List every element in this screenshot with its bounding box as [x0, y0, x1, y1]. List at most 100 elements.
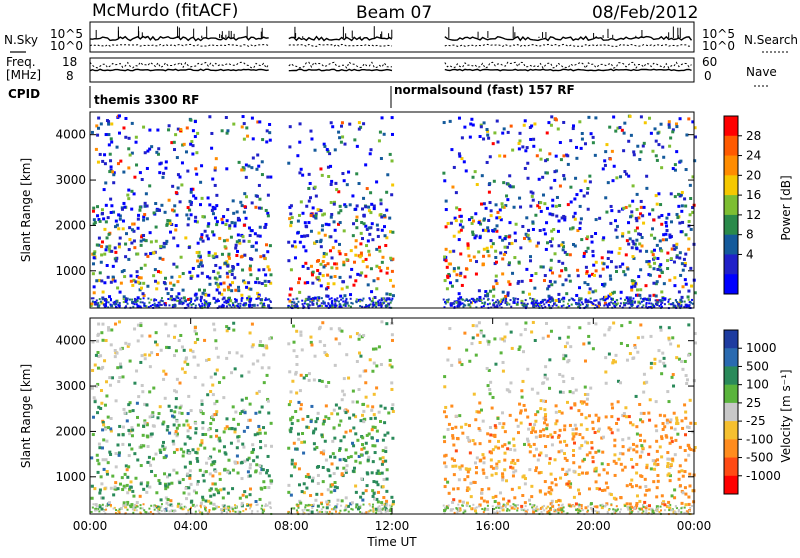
velocity-pixel	[168, 510, 170, 512]
velocity-pixel	[179, 406, 182, 409]
velocity-pixel	[232, 405, 235, 408]
velocity-pixel	[462, 501, 465, 504]
velocity-pixel	[585, 472, 588, 475]
velocity-pixel	[624, 406, 627, 409]
power-pixel	[99, 298, 101, 300]
velocity-pixel	[383, 503, 385, 505]
power-pixel	[144, 202, 147, 205]
power-pixel	[258, 120, 261, 123]
power-pixel	[290, 288, 293, 291]
velocity-pixel	[573, 403, 576, 406]
velocity-pixel	[533, 504, 535, 506]
power-pixel	[461, 136, 464, 139]
velocity-pixel	[464, 510, 466, 512]
velocity-pixel	[165, 346, 168, 349]
power-pixel	[215, 204, 218, 207]
power-pixel	[378, 302, 380, 304]
velocity-pixel	[578, 326, 581, 329]
power-pixel	[450, 222, 453, 225]
power-pixel	[102, 217, 105, 220]
power-pixel	[464, 300, 466, 302]
power-pixel	[619, 247, 622, 250]
power-pixel	[192, 267, 195, 270]
velocity-pixel	[669, 442, 672, 445]
velocity-pixel	[583, 400, 586, 403]
velocity-pixel	[187, 395, 190, 398]
power-pixel	[109, 198, 112, 201]
power-pixel	[459, 272, 462, 275]
velocity-pixel	[355, 491, 358, 494]
velocity-pixel	[468, 468, 471, 471]
velocity-pixel	[183, 508, 185, 510]
velocity-pixel	[480, 497, 483, 500]
power-pixel	[551, 271, 554, 274]
velocity-pixel	[175, 349, 178, 352]
power-pixel	[190, 277, 193, 280]
power-pixel	[632, 297, 634, 299]
power-pixel	[100, 279, 103, 282]
velocity-pixel	[185, 487, 188, 490]
power-pixel	[377, 277, 380, 280]
power-pixel	[218, 237, 221, 240]
velocity-pixel	[390, 508, 392, 510]
power-pixel	[664, 233, 667, 236]
power-pixel	[654, 127, 657, 130]
power-pixel	[92, 272, 95, 275]
power-pixel	[172, 284, 175, 287]
power-pixel	[245, 217, 248, 220]
velocity-pixel	[621, 469, 624, 472]
velocity-pixel	[160, 506, 162, 508]
velocity-pixel	[105, 505, 107, 507]
power-pixel	[642, 145, 645, 148]
velocity-pixel	[598, 473, 601, 476]
power-pixel	[349, 203, 352, 206]
power-pixel	[228, 270, 231, 273]
power-pixel	[110, 165, 113, 168]
power-pixel	[584, 142, 587, 145]
velocity-pixel	[330, 327, 333, 330]
power-pixel	[537, 242, 540, 245]
power-pixel	[137, 218, 140, 221]
power-pixel	[196, 274, 199, 277]
velocity-pixel	[132, 495, 135, 498]
velocity-pixel	[157, 479, 160, 482]
velocity-pixel	[316, 417, 319, 420]
power-pixel	[591, 250, 594, 253]
velocity-pixel	[506, 510, 508, 512]
velocity-pixel	[577, 409, 580, 412]
velocity-pixel	[293, 507, 295, 509]
velocity-pixel	[468, 488, 471, 491]
power-pixel	[133, 246, 136, 249]
velocity-pixel	[325, 404, 328, 407]
power-pixel	[143, 305, 145, 307]
power-pixel	[586, 187, 589, 190]
velocity-pixel	[212, 393, 215, 396]
velocity-pixel	[196, 457, 199, 460]
power-pixel	[507, 280, 510, 283]
power-pixel	[610, 298, 612, 300]
power-pixel	[139, 171, 142, 174]
velocity-pixel	[305, 487, 308, 490]
velocity-pixel	[214, 372, 217, 375]
power-pixel	[101, 240, 104, 243]
velocity-pixel	[367, 456, 370, 459]
power-pixel	[465, 267, 468, 270]
velocity-pixel	[341, 499, 344, 502]
power-pixel	[495, 301, 497, 303]
power-pixel	[348, 305, 350, 307]
velocity-pixel	[520, 333, 523, 336]
power-pixel	[161, 176, 164, 179]
velocity-pixel	[183, 491, 186, 494]
power-pixel	[549, 280, 552, 283]
velocity-pixel	[122, 433, 125, 436]
velocity-pixel	[219, 478, 222, 481]
power-pixel	[102, 298, 104, 300]
velocity-pixel	[175, 430, 178, 433]
power-pixel	[547, 121, 550, 124]
y-tick-label: 4000	[55, 128, 86, 142]
velocity-pixel	[189, 426, 192, 429]
velocity-pixel	[182, 478, 185, 481]
velocity-pixel	[645, 381, 648, 384]
velocity-pixel	[333, 409, 336, 412]
velocity-pixel	[171, 415, 174, 418]
